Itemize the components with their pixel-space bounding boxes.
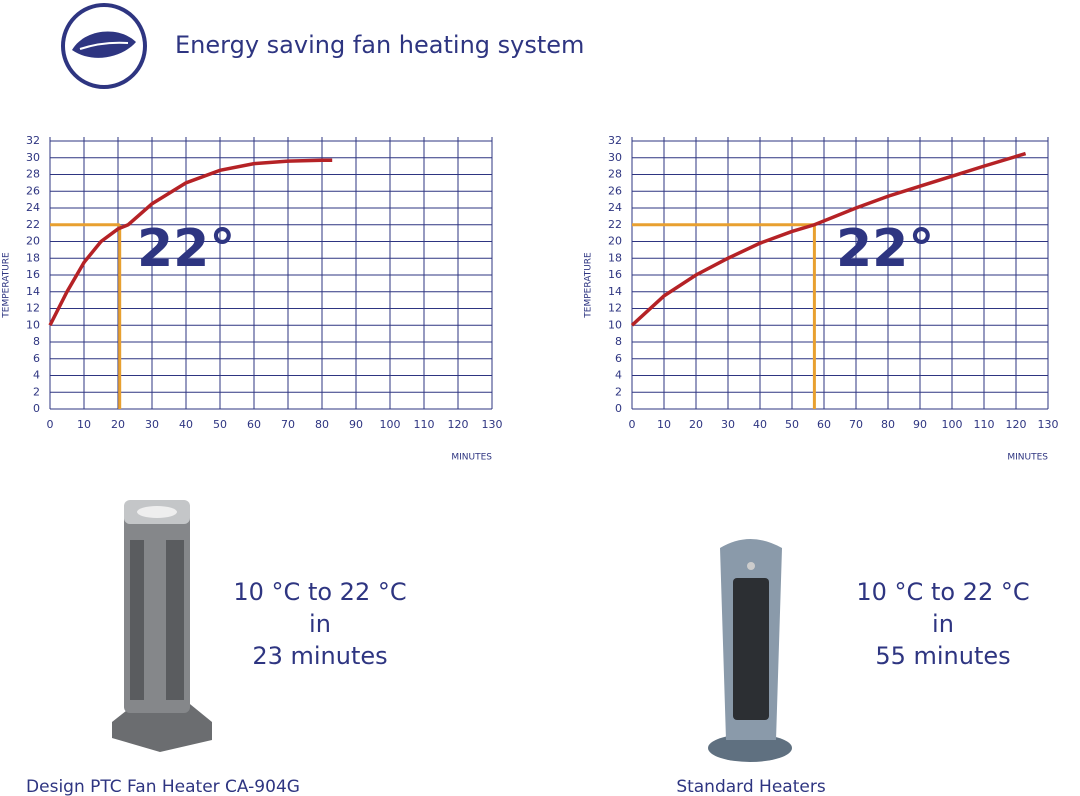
- annotation: 22°: [137, 219, 235, 279]
- y-tick-label: 4: [33, 369, 40, 382]
- x-tick-label: 40: [753, 418, 767, 431]
- x-tick-label: 30: [721, 418, 735, 431]
- y-tick-label: 20: [26, 235, 40, 248]
- annotation: 22°: [836, 219, 934, 279]
- y-tick-label: 2: [33, 385, 40, 398]
- x-tick-label: 70: [281, 418, 295, 431]
- y-tick-label: 2: [615, 385, 622, 398]
- y-tick-label: 10: [608, 318, 622, 331]
- x-tick-label: 130: [482, 418, 503, 431]
- y-tick-label: 32: [608, 134, 622, 147]
- x-tick-label: 90: [913, 418, 927, 431]
- x-tick-label: 10: [657, 418, 671, 431]
- ptc-heater-image: [112, 500, 212, 752]
- y-tick-label: 18: [608, 251, 622, 264]
- x-tick-label: 60: [817, 418, 831, 431]
- y-tick-label: 32: [26, 134, 40, 147]
- y-tick-label: 0: [33, 402, 40, 415]
- x-tick-label: 0: [47, 418, 54, 431]
- x-axis-label: MINUTES: [1007, 453, 1048, 463]
- y-tick-label: 20: [608, 235, 622, 248]
- x-tick-label: 40: [179, 418, 193, 431]
- y-tick-label: 8: [33, 335, 40, 348]
- x-tick-label: 20: [689, 418, 703, 431]
- y-tick-label: 28: [26, 168, 40, 181]
- x-tick-label: 90: [349, 418, 363, 431]
- standard-heater-image: [708, 539, 792, 762]
- y-tick-label: 12: [608, 302, 622, 315]
- x-tick-label: 50: [213, 418, 227, 431]
- product-description: in: [932, 610, 954, 638]
- product-description: 10 °C to 22 °C: [856, 578, 1029, 606]
- y-tick-label: 8: [615, 335, 622, 348]
- product-description: in: [309, 610, 331, 638]
- y-tick-label: 0: [615, 402, 622, 415]
- x-tick-label: 0: [629, 418, 636, 431]
- product-description: 10 °C to 22 °C: [233, 578, 406, 606]
- x-tick-label: 110: [974, 418, 995, 431]
- x-tick-label: 80: [315, 418, 329, 431]
- x-tick-label: 100: [380, 418, 401, 431]
- y-tick-label: 26: [608, 184, 622, 197]
- y-tick-label: 16: [26, 268, 40, 281]
- x-tick-label: 100: [942, 418, 963, 431]
- y-tick-label: 30: [26, 151, 40, 164]
- x-tick-label: 70: [849, 418, 863, 431]
- y-tick-label: 14: [608, 285, 622, 298]
- x-tick-label: 80: [881, 418, 895, 431]
- y-tick-label: 24: [26, 201, 40, 214]
- y-tick-label: 26: [26, 184, 40, 197]
- x-tick-label: 20: [111, 418, 125, 431]
- page-title: Energy saving fan heating system: [175, 31, 584, 59]
- logo: [61, 3, 147, 89]
- product-description: 55 minutes: [875, 642, 1010, 670]
- x-tick-label: 120: [448, 418, 469, 431]
- y-tick-label: 22: [26, 218, 40, 231]
- y-tick-label: 16: [608, 268, 622, 281]
- y-tick-label: 14: [26, 285, 40, 298]
- y-tick-label: 30: [608, 151, 622, 164]
- y-tick-label: 6: [33, 352, 40, 365]
- product-name: Standard Heaters: [676, 777, 826, 796]
- y-tick-label: 18: [26, 251, 40, 264]
- x-tick-label: 110: [414, 418, 435, 431]
- x-tick-label: 50: [785, 418, 799, 431]
- temperature-line: [48, 158, 333, 327]
- x-tick-label: 30: [145, 418, 159, 431]
- y-tick-label: 24: [608, 201, 622, 214]
- y-tick-label: 12: [26, 302, 40, 315]
- product-name: Design PTC Fan Heater CA-904G: [26, 777, 300, 796]
- x-axis-label: MINUTES: [451, 453, 492, 463]
- y-tick-label: 4: [615, 369, 622, 382]
- y-tick-label: 28: [608, 168, 622, 181]
- x-tick-label: 60: [247, 418, 261, 431]
- x-tick-label: 130: [1038, 418, 1059, 431]
- product-description: 23 minutes: [252, 642, 387, 670]
- y-axis-label: TEMPERATURE: [584, 252, 594, 319]
- y-tick-label: 10: [26, 318, 40, 331]
- x-tick-label: 10: [77, 418, 91, 431]
- y-axis-label: TEMPERATURE: [2, 252, 12, 319]
- temperature-line: [630, 151, 1027, 327]
- x-tick-label: 120: [1006, 418, 1027, 431]
- y-tick-label: 22: [608, 218, 622, 231]
- y-tick-label: 6: [615, 352, 622, 365]
